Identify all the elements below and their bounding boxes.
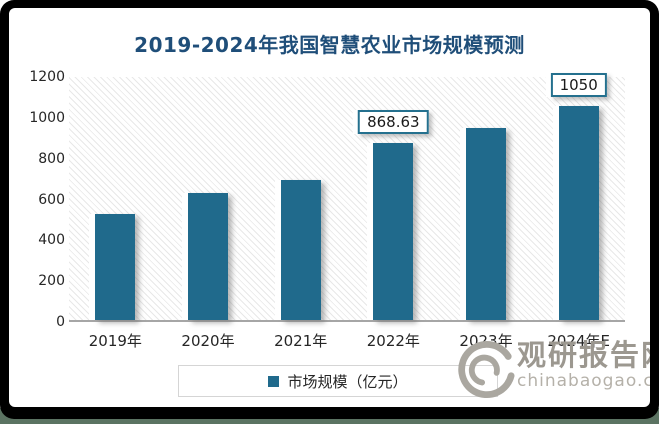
- y-tick-label: 400: [38, 232, 65, 249]
- plot-area: 868.63 1050: [69, 72, 625, 322]
- data-label: 868.63: [358, 109, 429, 134]
- y-axis: 0 200 400 600 800 1000 1200: [13, 69, 65, 337]
- watermark-brand: 观研报告网: [517, 338, 650, 372]
- x-tick-label: 2021年: [274, 332, 328, 350]
- bar-2020年: [188, 193, 228, 320]
- legend-label: 市场规模（亿元）: [287, 372, 408, 391]
- y-tick-label: 800: [38, 150, 65, 167]
- bar-2024年E: [558, 105, 599, 320]
- data-label: 1050: [550, 72, 607, 97]
- bar-2022年: [373, 142, 414, 320]
- y-tick-label: 0: [56, 314, 65, 330]
- x-tick-label: 2024年E: [547, 332, 610, 350]
- watermark-text: 观研报告网 chinabaogao.com: [517, 339, 650, 391]
- y-tick-label: 1000: [29, 109, 65, 126]
- watermark: 观研报告网 chinabaogao.com: [457, 339, 650, 399]
- bar-2019年: [95, 213, 136, 320]
- y-tick-label: 1200: [29, 69, 65, 85]
- swirl-logo-icon: [458, 341, 515, 399]
- x-tick-label: 2022年: [366, 332, 420, 350]
- chart-title: 2019-2024年我国智慧农业市场规模预测: [134, 33, 525, 57]
- legend: 市场规模（亿元）: [178, 365, 498, 397]
- y-tick-label: 600: [38, 191, 65, 208]
- y-tick-label: 200: [38, 273, 65, 290]
- watermark-domain: chinabaogao.com: [517, 371, 650, 391]
- chart-canvas: 2019-2024年我国智慧农业市场规模预测 0 200 400 600 800 1000…: [9, 8, 650, 407]
- legend-swatch: [268, 375, 280, 387]
- x-tick-label: 2019年: [88, 332, 142, 350]
- bar-2021年: [280, 180, 321, 320]
- bar-2023年: [466, 128, 506, 320]
- x-tick-label: 2020年: [181, 332, 235, 350]
